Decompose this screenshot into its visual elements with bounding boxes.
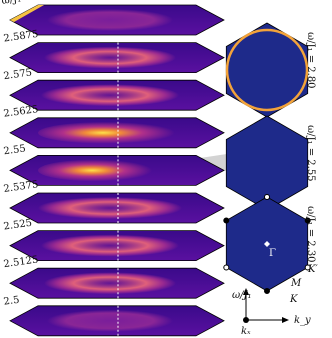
panel-label: ω/J₁ = 2.30 [305,206,316,263]
ky-label: k_y [294,315,311,326]
slice-intensity [38,197,182,219]
axis-triad: ω/J₁ kₓ k_y [232,288,311,337]
slice-label: 2.5 [3,295,20,308]
slice-label: 2.5625 [3,104,39,120]
panel-label: ω/J₁ = 2.55 [305,125,316,182]
slice-intensity [44,46,176,69]
gamma-marker [264,241,270,247]
k-point [304,264,311,271]
k-label: K [289,294,298,305]
k-point [223,264,230,271]
panels: ω/J₁ = 2.80 ω/J₁ = 2.55 Γ K′ MKω/J₁ = 2.30 [223,22,318,305]
arrowhead [282,317,289,323]
slice-intensity [41,84,179,107]
origin-dot [243,317,249,323]
gamma-label: Γ [269,248,276,259]
panel-label: ω/J₁ = 2.80 [305,32,316,89]
k-point [223,217,230,224]
ring [225,28,309,112]
slices: ω/J₁ = 2.6 2.5875 2.575 2.5625 2.55 2.5375 2.5… [1,0,306,337]
kx-label: kₓ [241,326,251,337]
slice-label: ω/J₁ = 2.6 [1,0,52,7]
slice-intensity [38,121,182,144]
bz-panel [225,22,309,118]
slice-intensity [47,9,173,31]
slice-intensity [41,234,179,257]
slice-intensity [44,272,176,295]
k-point [264,194,270,200]
k-point [264,288,270,294]
slice-label: 2.575 [3,67,33,82]
slice-label: 2.5875 [3,29,39,45]
arrowhead [243,288,249,295]
omega-label: ω/J₁ [232,290,252,301]
slice-label: 2.5125 [3,254,39,270]
k-point [304,217,311,224]
m-label: M [290,278,302,289]
slice-label: 2.55 [3,143,27,157]
slice-intensity [47,309,173,332]
corner-glow [10,5,44,22]
slice-intensity [38,159,158,182]
slice-label: 2.525 [3,218,33,233]
slice-label: 2.5375 [3,179,39,195]
kprime-label: K′ [307,264,318,275]
